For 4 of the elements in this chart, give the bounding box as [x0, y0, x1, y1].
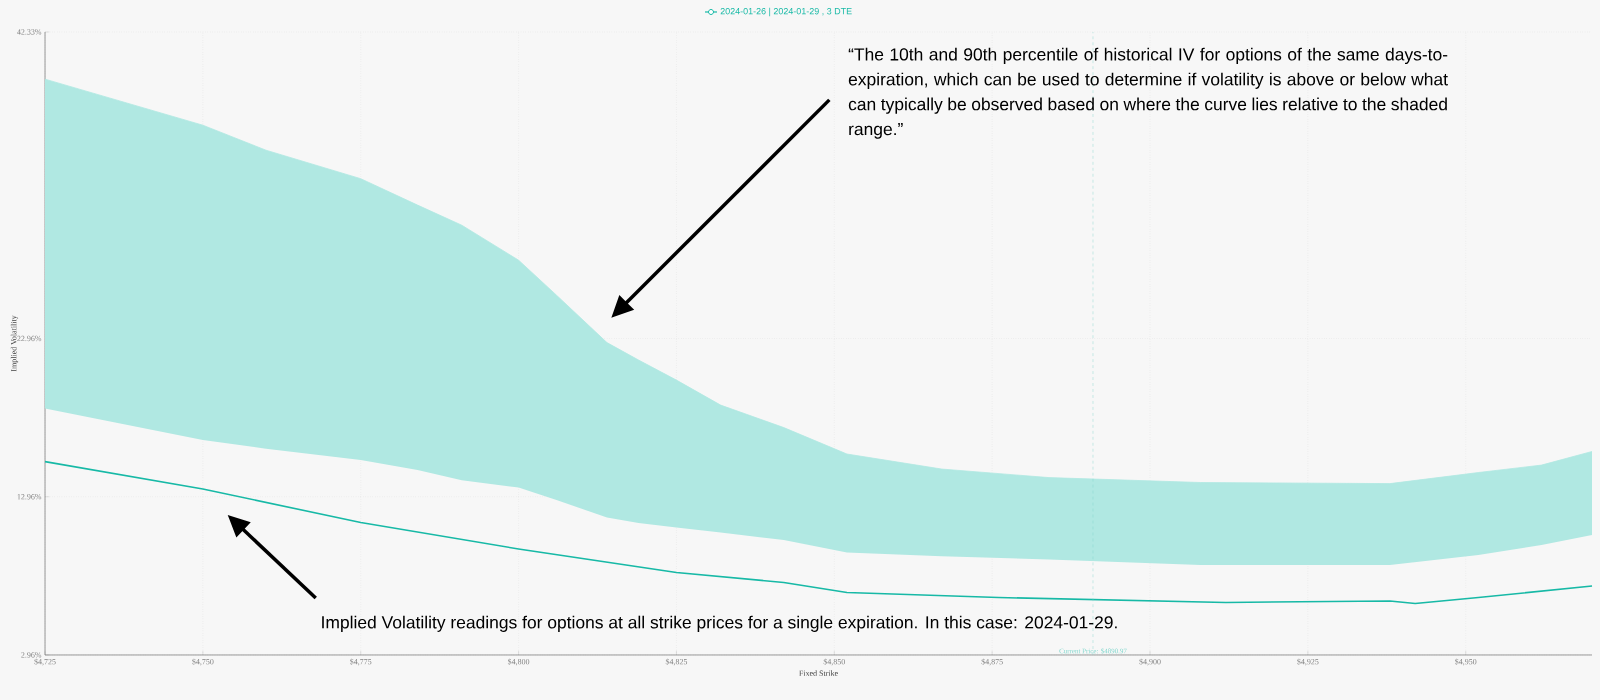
annotation: Implied Volatility readings for options at all strike prices for a single expiration. In this case: 2024-01-29. [322, 615, 1117, 632]
annotation: “The 10th and 90th percentile of historical IV for options of the same days-to-expiration, which can be used to determine if volatility is above or below what can typically be observed based on where the curve lies relative to the shaded range.” [848, 47, 1448, 139]
legend-label: 2024-01-26 | 2024-01-29 , 3 DTE [720, 7, 852, 17]
line-series [44, 460, 1593, 605]
